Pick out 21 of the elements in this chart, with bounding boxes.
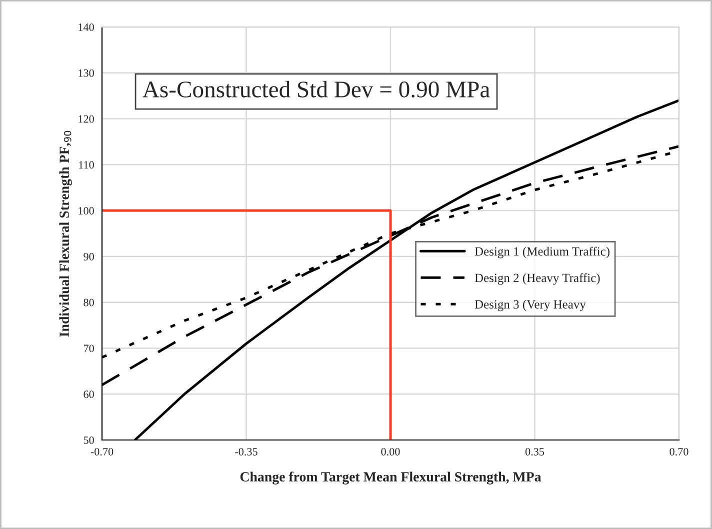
y-tick-label: 100 bbox=[78, 207, 94, 215]
y-tick-label: 90 bbox=[84, 252, 94, 260]
legend-label: Design 1 (Medium Traffic) bbox=[474, 246, 610, 258]
x-tick-label: -0.35 bbox=[235, 448, 258, 456]
x-tick-label: 0.35 bbox=[525, 448, 544, 456]
x-axis-title: Change from Target Mean Flexural Strength, MPa bbox=[240, 472, 542, 484]
y-tick-label: 110 bbox=[79, 161, 94, 169]
x-tick-label: 0.70 bbox=[670, 448, 688, 456]
legend-label: Design 2 (Heavy Traffic) bbox=[474, 273, 600, 285]
x-tick-label: 0.00 bbox=[381, 448, 400, 456]
y-tick-label: 80 bbox=[84, 298, 94, 306]
y-axis-title: Individual Flexural Strength PF,$_{90}$ bbox=[59, 130, 72, 337]
y-tick-label: 70 bbox=[84, 344, 94, 352]
annotation: As-Constructed Std Dev = 0.90 MPa bbox=[142, 80, 490, 98]
y-tick-label: 50 bbox=[84, 436, 94, 444]
y-tick-label: 130 bbox=[78, 69, 94, 77]
y-tick-label: 140 bbox=[78, 23, 94, 31]
x-tick-label: -0.70 bbox=[90, 448, 114, 456]
legend-label: Design 3 (Very Heavy bbox=[474, 300, 586, 312]
y-tick-label: 60 bbox=[84, 390, 94, 398]
y-tick-label: 120 bbox=[78, 115, 94, 123]
